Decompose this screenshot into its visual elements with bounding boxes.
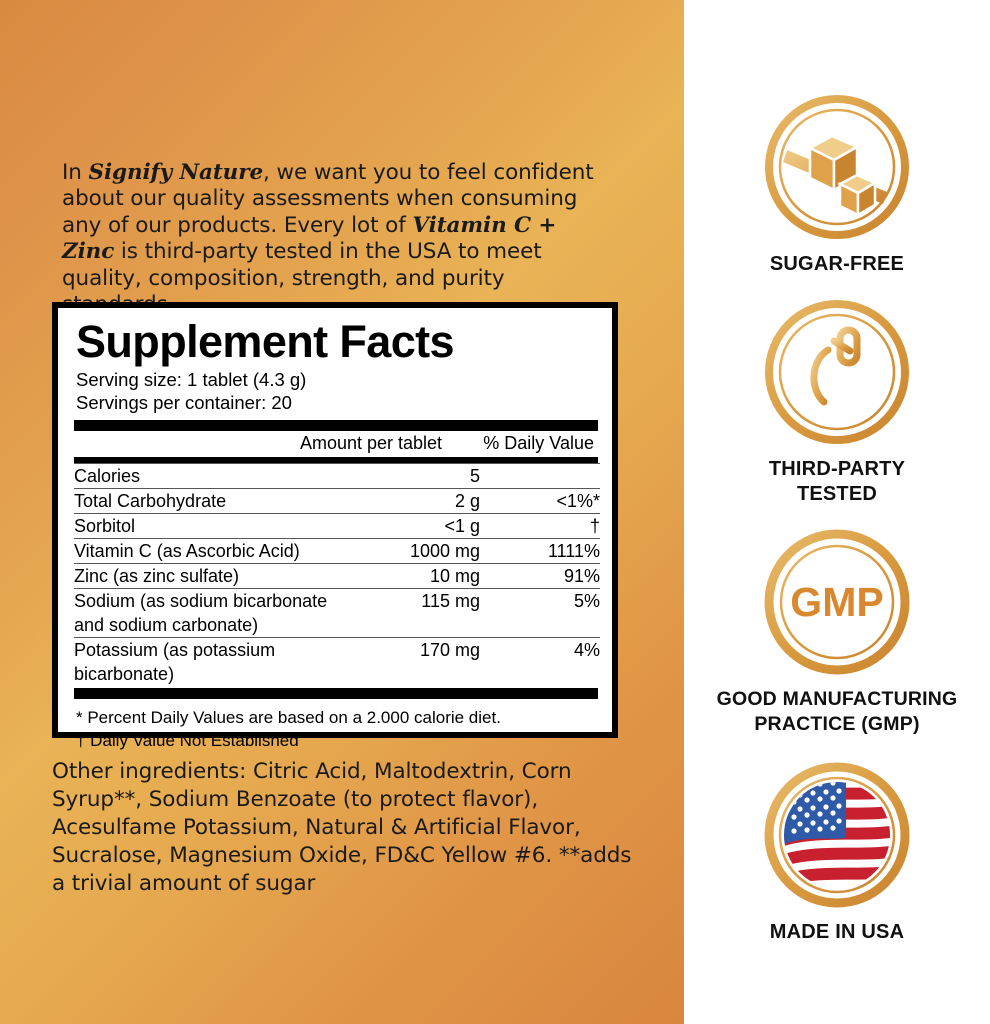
divider-bar-thick-top [74, 420, 598, 431]
table-column-headers: Amount per tablet % Daily Value [74, 431, 598, 456]
other-ingredients-text: Other ingredients: Citric Acid, Maltodex… [52, 759, 581, 868]
nutrient-name: Calories [74, 463, 330, 489]
nutrient-name: Sorbitol [74, 513, 330, 539]
amount-per-tablet-header: Amount per tablet [299, 433, 443, 453]
badge-made-in-usa: MADE IN USA [684, 760, 990, 945]
table-row: Potassium (as potassium 170 mg 4% [74, 637, 600, 662]
badge-label-third-party-tested: THIRD-PARTY TESTED [768, 458, 906, 505]
nutrient-name: Potassium (as potassium [74, 637, 330, 662]
nutrient-amount: 170 mg [330, 637, 480, 662]
microscope-icon [765, 300, 909, 444]
intro-text: , we want you to feel confident about ou… [62, 159, 594, 238]
nutrient-name: and sodium carbonate) [74, 615, 259, 635]
badge-label-made-in-usa: MADE IN USA [769, 921, 905, 943]
supplement-facts-box: Supplement Facts Serving size: 1 tablet … [52, 302, 618, 750]
other-ingredients-block: Other ingredients: Citric Acid, Maltodex… [52, 758, 632, 898]
table-row: Zinc (as zinc sulfate) 10 mg 91% [74, 563, 600, 589]
badge-label-gmp: GOOD MANUFACTURING PRACTICE (GMP) [716, 688, 958, 735]
nutrient-name: bicarbonate) [74, 664, 175, 684]
nutrient-daily-value [480, 662, 600, 686]
nutrient-daily-value: 91% [480, 563, 600, 589]
nutrient-daily-value: <1%* [480, 488, 600, 514]
nutrient-daily-value: 4% [480, 637, 600, 662]
left-orange-panel: In Signify Nature, we want you to feel c… [0, 0, 684, 1024]
nutrient-amount: 115 mg [330, 588, 480, 613]
intro-text: In [62, 159, 89, 185]
sugar-cubes-slashed-icon [765, 95, 909, 239]
nutrient-amount: 2 g [330, 488, 480, 514]
nutrient-daily-value: 1111% [480, 538, 600, 564]
badge-gmp: GMP GOOD MANUFACTURING PRACTICE (GMP) [684, 527, 990, 737]
nutrition-table: Calories 5 Total Carbohydrate 2 g <1%* Sorbit… [74, 463, 600, 686]
table-row: Sodium (as sodium bicarbonate 115 mg 5% [74, 588, 600, 613]
intro-emphasis: Signify Nature [88, 159, 264, 185]
badge-label-sugar-free: SUGAR-FREE [769, 253, 905, 275]
servings-per-container-text: Servings per container: 20 [76, 392, 292, 413]
nutrient-name: Sodium (as sodium bicarbonate [74, 588, 330, 613]
nutrient-name: Zinc (as zinc sulfate) [74, 563, 330, 589]
nutrient-amount: 5 [330, 463, 480, 489]
badge-third-party-tested: THIRD-PARTY TESTED [684, 297, 990, 507]
serving-size-text: Serving size: 1 tablet (4.3 g) [76, 369, 307, 390]
nutrient-daily-value: 5% [480, 588, 600, 613]
intro-paragraph: In Signify Nature, we want you to feel c… [62, 160, 612, 319]
divider-bar-medium [74, 457, 598, 463]
nutrient-amount: 1000 mg [330, 538, 480, 564]
nutrient-amount [330, 662, 480, 686]
table-row: Sorbitol <1 g † [74, 513, 600, 539]
daily-value-header: % Daily Value [483, 433, 594, 453]
nutrient-daily-value [480, 613, 600, 638]
table-row: bicarbonate) [74, 662, 600, 686]
nutrient-name: Vitamin C (as Ascorbic Acid) [74, 538, 330, 564]
right-badges-panel: SUGAR-FREE [684, 0, 990, 1024]
nutrient-amount [330, 613, 480, 638]
footnote-percent-daily-value: * Percent Daily Values are based on a 2.… [76, 708, 501, 727]
badge-sugar-free: SUGAR-FREE [684, 92, 990, 277]
gmp-inner-text: GMP [790, 579, 883, 625]
usa-flag-icon [764, 762, 910, 908]
nutrient-amount: <1 g [330, 513, 480, 539]
nutrient-daily-value: † [480, 513, 600, 539]
gmp-text-icon: GMP [764, 529, 910, 675]
table-row: and sodium carbonate) [74, 613, 600, 638]
divider-bar-footer [74, 688, 598, 699]
table-row: Calories 5 [74, 463, 600, 489]
supplement-facts-title: Supplement Facts [76, 316, 455, 367]
nutrient-amount: 10 mg [330, 563, 480, 589]
nutrient-daily-value [480, 463, 600, 489]
table-row: Total Carbohydrate 2 g <1%* [74, 488, 600, 514]
nutrient-name: Total Carbohydrate [74, 488, 330, 514]
table-row: Vitamin C (as Ascorbic Acid) 1000 mg 1111% [74, 538, 600, 564]
intro-emphasis: Vitamin C + Zinc [62, 212, 557, 265]
footnote-dagger: † Daily Value Not Established [76, 731, 299, 750]
other-ingredients-note: **adds a trivial amount of sugar [52, 843, 632, 896]
